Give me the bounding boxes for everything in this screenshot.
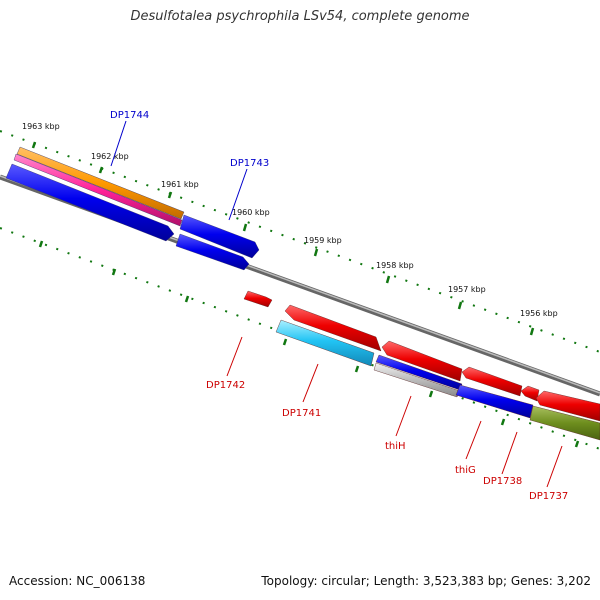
major-ticks: [31, 141, 580, 448]
kbp-label-1962: 1962 kbp: [91, 152, 129, 161]
gene-label-dp1742: DP1742: [206, 380, 245, 391]
gene-label-dp1738: DP1738: [483, 476, 522, 487]
gene-dp1737: [535, 390, 600, 422]
pink-feature: [13, 153, 183, 227]
reverse-strand-genes: [243, 290, 600, 441]
gene-dp1743-a: [179, 214, 260, 259]
gene-dp1737-cds: [529, 405, 600, 441]
gene-thih: [381, 340, 463, 382]
kbp-labels: 1963 kbp 1962 kbp 1961 kbp 1960 kbp 1959…: [22, 122, 558, 318]
map-title: Desulfotalea psychrophila LSv54, complet…: [130, 9, 470, 24]
label-leaders: [110, 120, 563, 488]
gene-thig: [461, 366, 523, 397]
kbp-label-1963: 1963 kbp: [22, 122, 60, 131]
gene-dp1741-cds: [275, 319, 375, 367]
gene-label-dp1743: DP1743: [230, 158, 269, 169]
gene-label-thig: thiG: [455, 465, 476, 476]
gene-dp1743-b: [175, 233, 250, 271]
gene-dp1742: [243, 290, 273, 308]
accession-text: Accession: NC_006138: [9, 574, 146, 588]
genome-info-text: Topology: circular; Length: 3,523,383 bp…: [261, 574, 591, 588]
gene-label-dp1744: DP1744: [110, 110, 149, 121]
gene-labels: DP1744 DP1743 DP1742 DP1741 thiH thiG DP…: [110, 110, 568, 502]
gene-thih-grey: [373, 362, 461, 398]
kbp-label-1958: 1958 kbp: [376, 261, 414, 270]
kbp-label-1957: 1957 kbp: [448, 285, 486, 294]
gene-dp1744: [5, 163, 175, 242]
orange-feature: [16, 146, 185, 220]
kbp-label-1959: 1959 kbp: [304, 236, 342, 245]
kbp-label-1961: 1961 kbp: [161, 180, 199, 189]
gene-dp1741: [284, 304, 382, 352]
kbp-label-1956: 1956 kbp: [520, 309, 558, 318]
gene-label-dp1737: DP1737: [529, 491, 568, 502]
forward-strand-genes: [5, 146, 260, 271]
gene-label-thih: thiH: [385, 441, 406, 452]
gene-thig-cds: [455, 384, 534, 419]
gene-dp1738: [520, 385, 540, 402]
kbp-label-1960: 1960 kbp: [232, 208, 270, 217]
gene-label-dp1741: DP1741: [282, 408, 321, 419]
